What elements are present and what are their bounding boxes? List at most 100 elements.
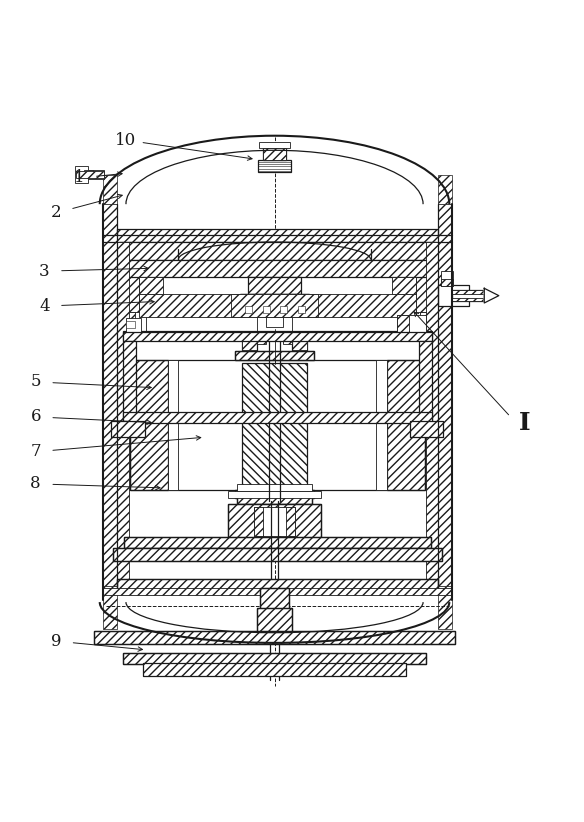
Bar bbox=[257, 332, 292, 356]
Bar bbox=[123, 412, 432, 423]
Bar bbox=[257, 608, 292, 631]
Bar bbox=[257, 310, 292, 332]
Text: I: I bbox=[519, 411, 531, 435]
Bar bbox=[235, 351, 314, 360]
Bar bbox=[283, 332, 292, 344]
Bar bbox=[437, 175, 452, 204]
Bar bbox=[437, 285, 468, 290]
Bar bbox=[420, 312, 432, 338]
Bar bbox=[144, 663, 406, 676]
Bar bbox=[228, 504, 321, 539]
Bar bbox=[113, 548, 442, 561]
Bar bbox=[397, 315, 426, 338]
Bar bbox=[123, 260, 432, 277]
Bar bbox=[123, 653, 426, 664]
Bar bbox=[123, 331, 432, 340]
Bar bbox=[280, 306, 287, 313]
Bar bbox=[440, 271, 453, 286]
Bar bbox=[235, 490, 314, 498]
Bar bbox=[263, 148, 286, 160]
Bar bbox=[103, 204, 117, 586]
Bar bbox=[437, 301, 468, 306]
Text: 6: 6 bbox=[30, 409, 41, 425]
Bar bbox=[112, 421, 145, 437]
Bar bbox=[392, 277, 415, 294]
Bar bbox=[452, 290, 484, 293]
Bar bbox=[437, 204, 452, 586]
Bar bbox=[117, 242, 129, 586]
Bar bbox=[242, 363, 307, 487]
Bar bbox=[254, 507, 263, 536]
Bar bbox=[228, 504, 321, 539]
Bar bbox=[242, 341, 307, 350]
Bar bbox=[410, 421, 443, 437]
Bar bbox=[260, 588, 289, 610]
Bar bbox=[254, 507, 295, 536]
Text: 8: 8 bbox=[30, 475, 41, 492]
Bar bbox=[103, 586, 117, 630]
Bar bbox=[124, 538, 430, 548]
Text: 9: 9 bbox=[51, 633, 61, 649]
Bar bbox=[242, 341, 307, 358]
Bar bbox=[130, 360, 425, 490]
Bar bbox=[437, 586, 452, 630]
Bar bbox=[266, 316, 283, 326]
Bar bbox=[415, 260, 432, 318]
Bar bbox=[168, 360, 178, 490]
Bar bbox=[123, 341, 136, 423]
Bar bbox=[264, 609, 285, 616]
Bar bbox=[113, 548, 442, 561]
Bar bbox=[123, 341, 136, 423]
Bar bbox=[235, 490, 314, 498]
Bar bbox=[84, 170, 93, 174]
Bar bbox=[257, 608, 292, 631]
Bar bbox=[263, 148, 286, 160]
Bar bbox=[130, 360, 168, 490]
Bar bbox=[228, 492, 321, 498]
Bar bbox=[103, 588, 452, 594]
Bar bbox=[286, 507, 295, 536]
Bar bbox=[248, 277, 301, 294]
Bar bbox=[237, 492, 312, 504]
Bar bbox=[117, 579, 437, 590]
Bar bbox=[119, 242, 436, 260]
Bar bbox=[387, 360, 425, 490]
Bar bbox=[77, 170, 105, 179]
Bar bbox=[123, 312, 147, 338]
Bar bbox=[397, 315, 409, 338]
Bar bbox=[140, 294, 415, 316]
Text: 3: 3 bbox=[39, 263, 50, 279]
Bar bbox=[123, 260, 140, 318]
Bar bbox=[94, 631, 455, 644]
Bar bbox=[126, 321, 135, 328]
Bar bbox=[144, 663, 406, 676]
Bar bbox=[112, 421, 145, 437]
Bar bbox=[298, 306, 305, 313]
Text: 7: 7 bbox=[30, 443, 41, 460]
Polygon shape bbox=[484, 289, 499, 303]
Bar bbox=[237, 492, 312, 504]
Bar bbox=[419, 341, 432, 423]
Bar bbox=[263, 306, 270, 313]
Bar bbox=[242, 352, 307, 358]
Bar bbox=[117, 579, 437, 590]
Bar bbox=[231, 294, 318, 316]
Bar bbox=[235, 351, 314, 360]
Bar bbox=[239, 294, 310, 312]
Bar bbox=[140, 277, 163, 294]
Bar bbox=[409, 312, 432, 338]
Text: 5: 5 bbox=[30, 373, 41, 390]
Text: 10: 10 bbox=[115, 132, 137, 149]
Bar bbox=[123, 653, 426, 664]
Bar bbox=[103, 175, 117, 204]
Bar bbox=[258, 160, 291, 172]
Bar bbox=[124, 538, 430, 548]
Bar bbox=[452, 290, 484, 301]
Bar bbox=[75, 166, 88, 182]
Bar bbox=[94, 631, 455, 644]
Bar bbox=[257, 332, 266, 344]
Bar bbox=[452, 298, 484, 301]
Bar bbox=[259, 142, 290, 148]
Bar bbox=[260, 588, 289, 610]
Text: 1: 1 bbox=[74, 169, 85, 187]
